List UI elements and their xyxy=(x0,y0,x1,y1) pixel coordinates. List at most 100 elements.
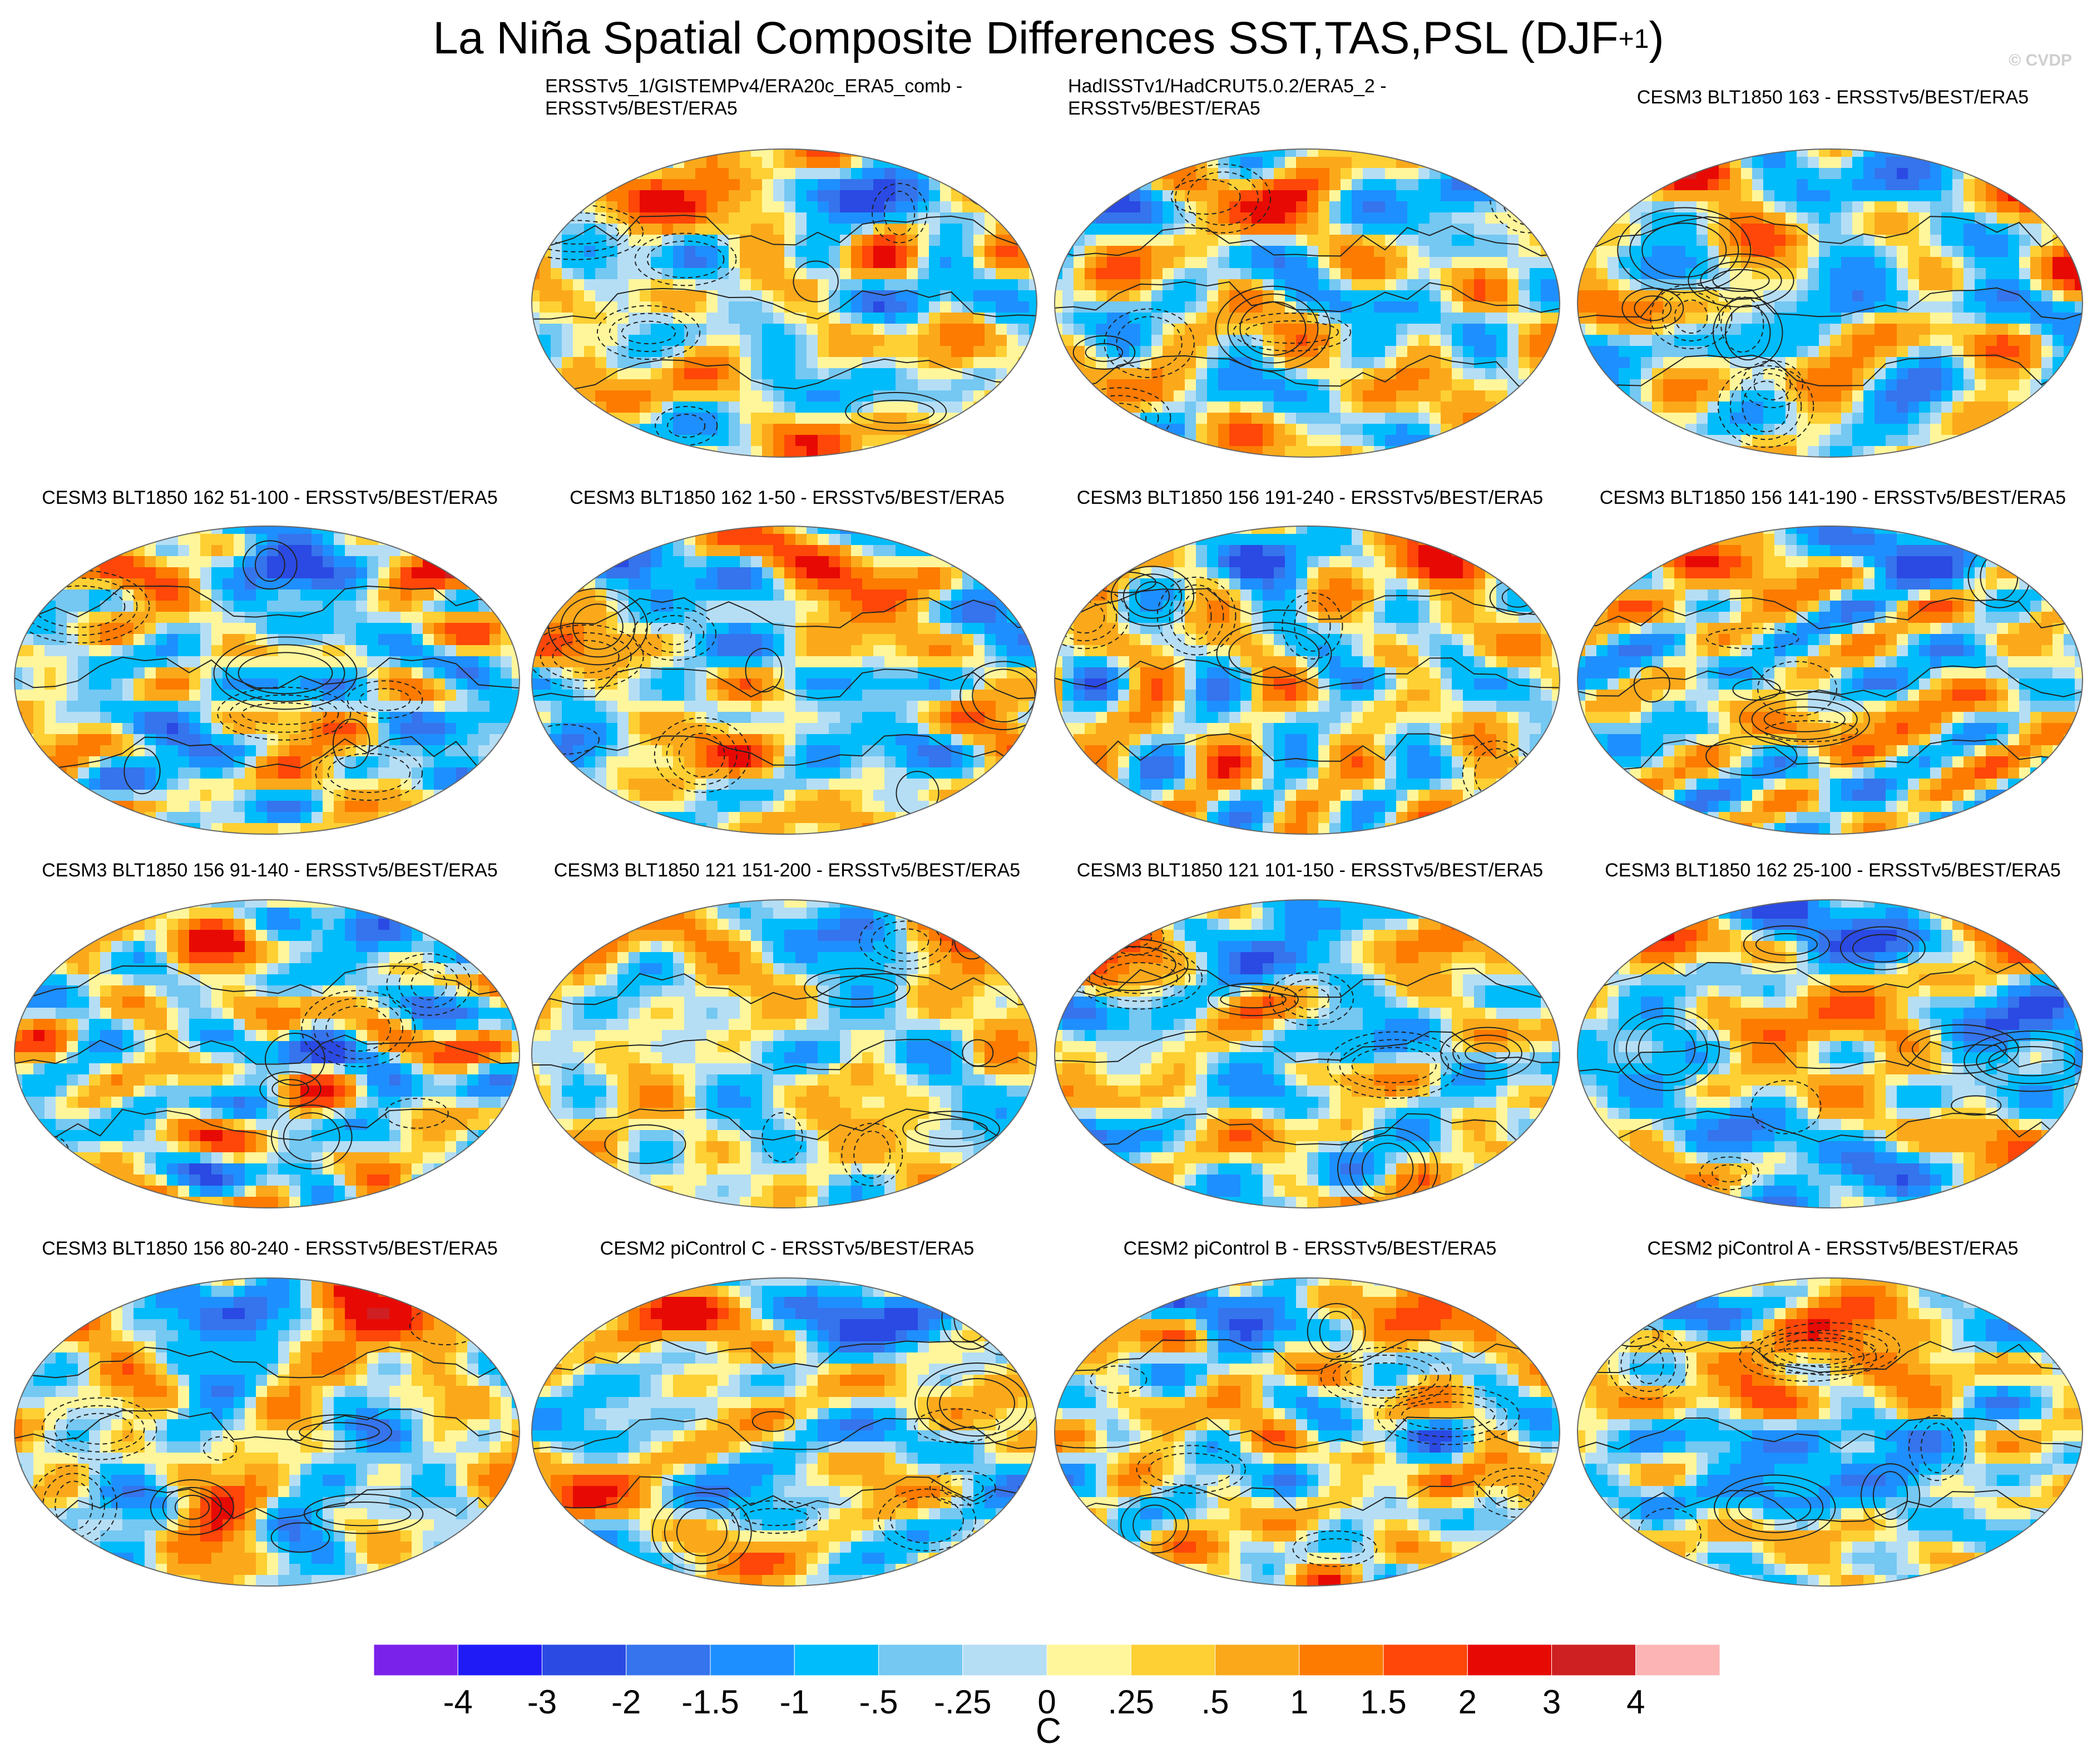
map-cell xyxy=(1997,424,2009,435)
map-cell xyxy=(1474,402,1486,413)
map-cell xyxy=(684,149,696,157)
map-cell xyxy=(1697,190,1708,202)
map-cell xyxy=(467,656,479,668)
map-cell xyxy=(1307,335,1319,346)
map-cell xyxy=(1752,313,1764,324)
map-cell xyxy=(873,324,885,335)
map-cell xyxy=(595,324,607,335)
map-cell xyxy=(1452,313,1463,324)
map-cell xyxy=(1596,379,1608,391)
map-cell xyxy=(1730,157,1742,169)
map-cell xyxy=(784,212,796,224)
map-cell xyxy=(1496,335,1508,346)
map-cell xyxy=(1863,224,1875,235)
map-cell xyxy=(1107,379,1119,391)
map-cell xyxy=(56,634,67,646)
map-cell xyxy=(896,149,907,157)
map-cell xyxy=(1585,301,1597,313)
map-cell xyxy=(873,346,885,358)
map-cell xyxy=(818,157,829,169)
map-cell xyxy=(1274,402,1285,413)
map-cell xyxy=(862,212,874,224)
map-cell xyxy=(985,149,996,157)
psl-contour-negative xyxy=(646,240,725,279)
map-cell xyxy=(2008,346,2020,358)
map-cell xyxy=(1318,379,1330,391)
map-cell xyxy=(1952,368,1964,380)
map-cell xyxy=(300,634,312,646)
map-cell xyxy=(884,457,896,460)
map-cell xyxy=(501,701,512,712)
map-cell xyxy=(1830,390,1842,402)
map-cell xyxy=(1240,279,1252,291)
map-cell xyxy=(1129,435,1141,447)
map-cell xyxy=(807,335,818,346)
map-cell xyxy=(1830,313,1842,324)
map-cell xyxy=(1797,168,1808,180)
map-cell xyxy=(1374,368,1386,380)
map-cell xyxy=(1530,413,1541,424)
map-cell xyxy=(973,246,985,257)
map-cell xyxy=(1941,190,1953,202)
map-cell xyxy=(1841,224,1853,235)
map-cell xyxy=(1730,457,1742,460)
map-cell xyxy=(1886,379,1897,391)
map-cell xyxy=(489,589,501,601)
map-cell xyxy=(311,701,323,712)
map-cell xyxy=(996,413,1007,424)
map-cell xyxy=(1018,268,1030,280)
map-cell xyxy=(1074,379,1085,391)
map-cell xyxy=(2030,157,2042,169)
map-cell xyxy=(1619,335,1630,346)
map-cell xyxy=(1530,168,1541,180)
map-cell xyxy=(762,301,774,313)
map-cell xyxy=(1830,446,1842,457)
map-cell xyxy=(489,723,501,735)
map-cell xyxy=(1819,168,1831,180)
map-cell xyxy=(1374,157,1386,169)
map-cell xyxy=(1485,457,1497,460)
map-cell xyxy=(718,179,729,191)
map-cell xyxy=(1140,324,1152,335)
map-cell xyxy=(400,701,412,712)
map-cell xyxy=(962,246,974,257)
map-cell xyxy=(851,402,863,413)
map-cell xyxy=(1318,402,1330,413)
map-cell xyxy=(684,313,696,324)
map-cell xyxy=(773,179,785,191)
map-cell xyxy=(1341,346,1352,358)
map-cell xyxy=(1374,235,1386,246)
map-cell xyxy=(1196,457,1208,460)
map-cell xyxy=(640,301,651,313)
map-cell xyxy=(1196,301,1208,313)
map-cell xyxy=(829,257,840,269)
map-cell xyxy=(1986,413,1997,424)
map-cell xyxy=(1652,457,1664,460)
map-cell xyxy=(300,545,312,557)
map-cell xyxy=(1730,201,1742,213)
map-cell xyxy=(1285,324,1297,335)
map-cell xyxy=(378,601,390,612)
map-cell xyxy=(1797,235,1808,246)
map-cell xyxy=(89,526,101,534)
map-cell xyxy=(1140,201,1152,213)
map-cell xyxy=(718,457,729,460)
map-cell xyxy=(189,534,201,546)
map-cell xyxy=(795,301,807,313)
map-cell xyxy=(540,457,551,460)
map-cell xyxy=(1886,157,1897,169)
map-cell xyxy=(145,690,156,701)
map-cell xyxy=(1808,212,1819,224)
map-cell xyxy=(985,413,996,424)
map-cell xyxy=(940,446,952,457)
map-cell xyxy=(1318,357,1330,369)
map-cell xyxy=(873,301,885,313)
map-cell xyxy=(1007,335,1018,346)
map-cell xyxy=(773,424,785,435)
map-cell xyxy=(44,526,56,534)
map-cell xyxy=(1841,179,1853,191)
map-cell xyxy=(1252,435,1263,447)
map-cell xyxy=(1674,368,1686,380)
map-cell xyxy=(512,526,520,534)
map-cell xyxy=(1140,368,1152,380)
